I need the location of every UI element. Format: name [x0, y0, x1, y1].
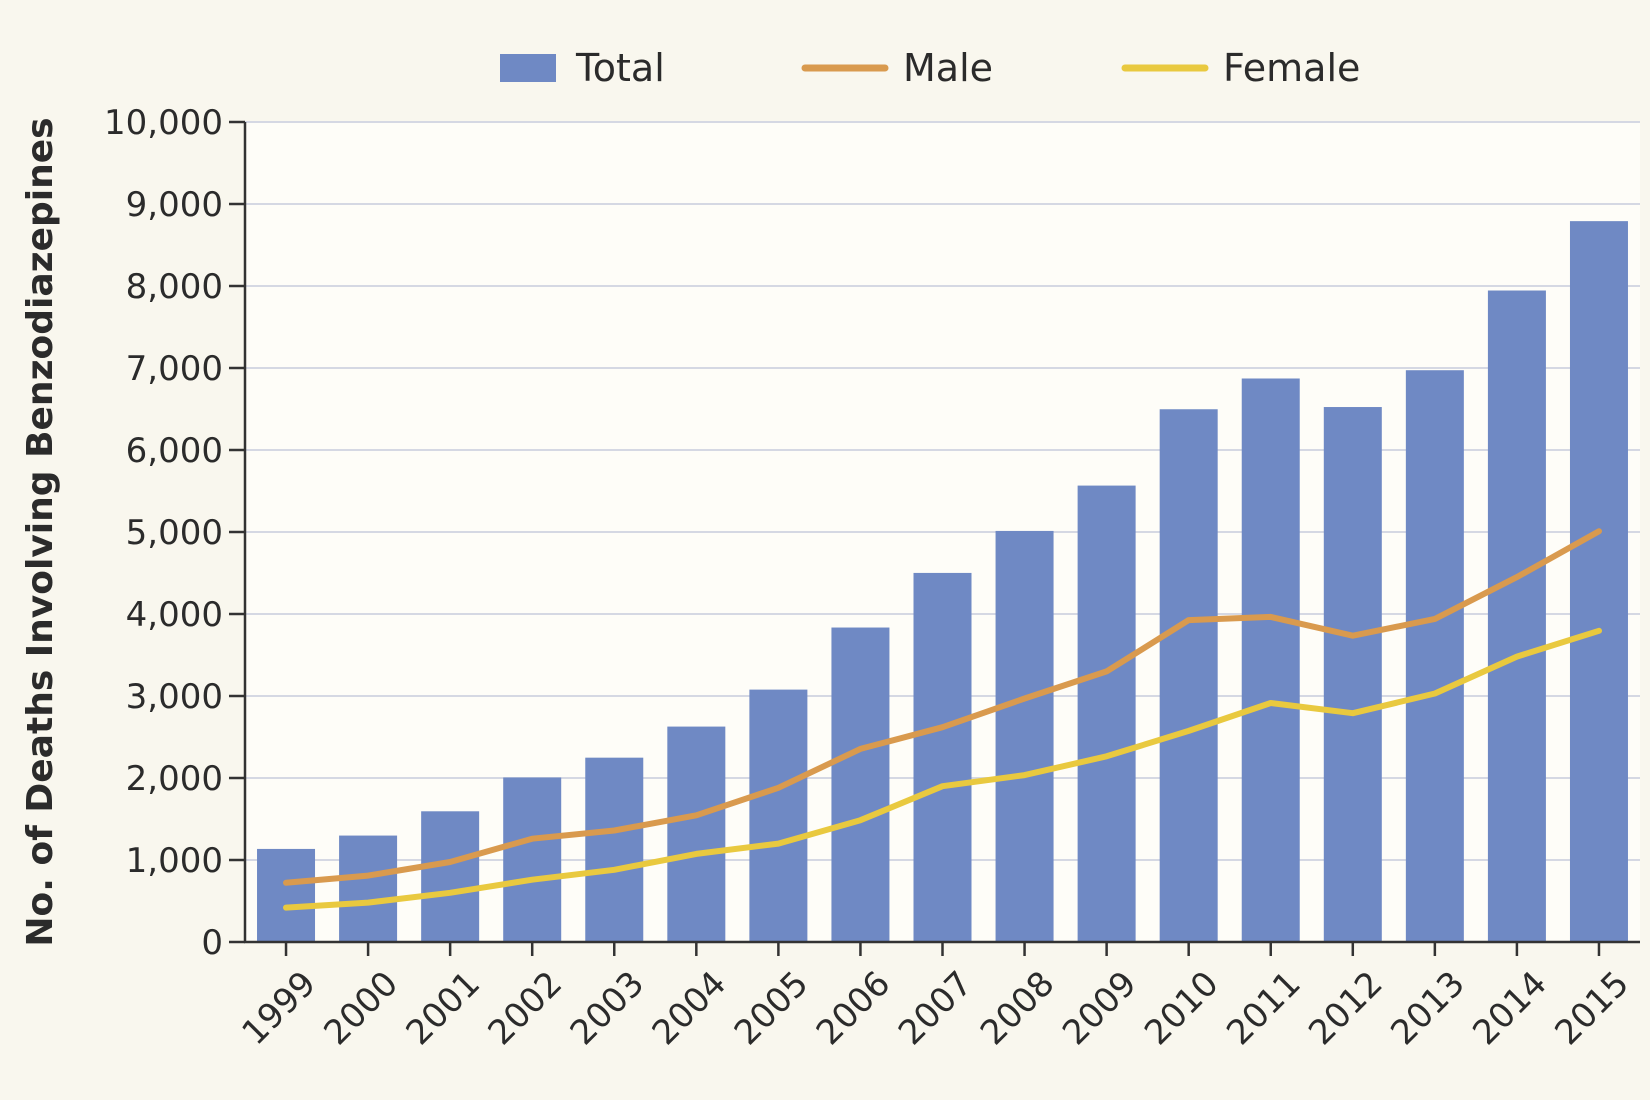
bar-total-2000: [339, 835, 398, 942]
bar-total-2004: [667, 726, 726, 942]
y-tick-label: 9,000: [126, 185, 223, 225]
bar-total-2003: [585, 757, 644, 942]
bar-total-2002: [503, 777, 562, 942]
y-axis-title: No. of Deaths Involving Benzodiazepines: [20, 117, 61, 946]
y-tick-label: 3,000: [126, 677, 223, 717]
y-tick-label: 1,000: [126, 841, 223, 881]
y-tick-label: 6,000: [126, 431, 223, 471]
y-tick-label: 2,000: [126, 759, 223, 799]
bar-total-2015: [1569, 221, 1628, 942]
bar-total-2014: [1487, 290, 1546, 942]
line-series: [283, 528, 1602, 911]
bar-total-2010: [1159, 409, 1218, 943]
legend-label-female: Female: [1223, 46, 1360, 90]
y-tick-labels: 0 1,000 2,000 3,000 4,000 5,000 6,000 7,000 8,00…: [104, 103, 223, 963]
legend: Total Male Female: [500, 46, 1360, 90]
bar-total-2006: [831, 627, 890, 942]
y-tick-label: 4,000: [126, 595, 223, 635]
y-tick-label: 0: [201, 923, 223, 963]
bar-total-2011: [1241, 378, 1300, 943]
legend-swatch-total: [500, 54, 556, 82]
bar-total-2008: [995, 530, 1054, 942]
line-male: [283, 528, 1602, 886]
y-tick-label: 5,000: [126, 513, 223, 553]
bar-total-2001: [421, 811, 480, 942]
bar-total-2005: [749, 689, 808, 942]
axes: [229, 120, 1640, 956]
legend-label-male: Male: [903, 46, 993, 90]
y-tick-label: 7,000: [126, 349, 223, 389]
bar-total-2007: [913, 572, 972, 942]
bar-total-2009: [1077, 485, 1136, 942]
line-female: [283, 627, 1602, 911]
bar-series: [257, 221, 1628, 943]
legend-label-total: Total: [575, 46, 665, 90]
y-tick-label: 10,000: [104, 103, 223, 143]
y-tick-label: 8,000: [126, 267, 223, 307]
bar-total-2012: [1323, 407, 1382, 943]
bar-total-1999: [257, 848, 316, 942]
bar-total-2013: [1405, 370, 1464, 942]
